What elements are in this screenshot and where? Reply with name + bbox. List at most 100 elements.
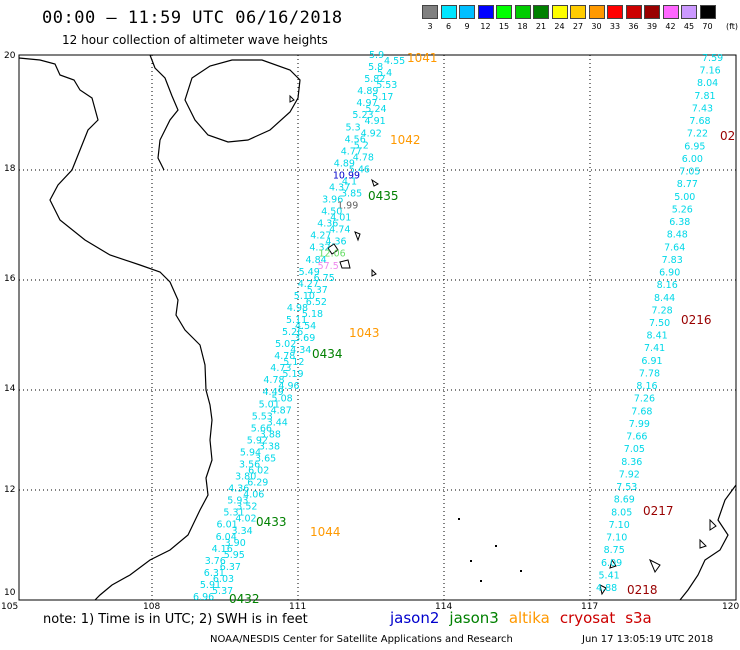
- swh-value: 6.01: [217, 520, 238, 531]
- swh-value: 5.31: [223, 508, 244, 519]
- swh-value: 6.04: [216, 532, 237, 543]
- swh-value: 3.52: [236, 502, 257, 513]
- pass-label: 1042: [390, 133, 421, 147]
- legend-swatch: [440, 5, 457, 19]
- swh-value: 5.53: [376, 80, 397, 91]
- swh-value: 4.73: [270, 363, 291, 374]
- pass-label: 0434: [312, 347, 343, 361]
- swh-value: 4.01: [330, 213, 351, 224]
- swh-value: 4.54: [295, 321, 316, 332]
- swh-value: 7.22: [687, 129, 708, 140]
- lat-tick: 20: [4, 51, 16, 61]
- legend-swatch: [570, 5, 586, 19]
- swh-value: 6.03: [213, 574, 234, 585]
- pass-label: 0435: [368, 189, 399, 203]
- swh-value: 6.09: [601, 558, 622, 569]
- legend-swatch: [625, 5, 642, 19]
- satellite-name-altika: altika: [508, 609, 550, 627]
- swh-value: 7.10: [609, 520, 630, 531]
- philippines-islands: [599, 518, 717, 596]
- swh-value: 7.26: [634, 394, 655, 405]
- altimeter-track-west: 5.94.555.85.45.825.534.895.174.975.245.2…: [193, 50, 405, 603]
- swh-value: 5.9: [369, 50, 384, 61]
- swh-value: 7.64: [664, 242, 685, 253]
- swh-value: 7.78: [639, 369, 660, 380]
- swh-value: 8.44: [654, 293, 675, 304]
- swh-value: 3.65: [255, 454, 276, 465]
- legend-swatch: [496, 5, 512, 19]
- swh-value: 8.77: [677, 179, 698, 190]
- swh-value: 4.77: [341, 146, 362, 157]
- swh-value: 8.16: [636, 381, 657, 392]
- swh-value: 4.1: [342, 177, 357, 188]
- swh-value: 4.78: [263, 375, 284, 386]
- lat-tick: 14: [4, 384, 16, 394]
- satellite-name-cryosat: cryosat: [559, 609, 616, 627]
- swh-value: 4.06: [243, 490, 264, 501]
- swh-value: 4.89: [334, 158, 355, 169]
- legend-swatch: [588, 5, 605, 19]
- swh-value: 5.10: [294, 291, 315, 302]
- swh-value: 3.90: [225, 538, 246, 549]
- swh-value: 5.02: [275, 339, 296, 350]
- swh-value: 7.83: [662, 255, 683, 266]
- legend-unit: (ft): [726, 22, 739, 31]
- swh-value: 5.3: [346, 122, 361, 133]
- swh-value: 4.78: [353, 152, 374, 163]
- swh-value: 5.23: [352, 110, 373, 121]
- pass-labels: 1041 1042 0435 1043 0434 0433 1044 0432 02 0216 02…: [229, 51, 735, 606]
- swh-value: 6.29: [247, 478, 268, 489]
- swh-value: 8.05: [611, 507, 632, 518]
- swh-value: 8.75: [604, 545, 625, 556]
- legend-swatch-label: 70: [702, 22, 713, 31]
- swh-value: 5.12: [283, 357, 304, 368]
- legend-swatch: [662, 5, 679, 19]
- swh-value: 5.01: [259, 399, 280, 410]
- legend-swatch-label: 27: [572, 22, 584, 31]
- swh-value: 5.8: [368, 62, 383, 73]
- swh-value: 8.04: [697, 78, 718, 89]
- swh-value: 4.97: [356, 98, 377, 109]
- swh-value: 5.92: [247, 435, 268, 446]
- swh-value: 5.26: [282, 327, 303, 338]
- swh-value: 7.50: [649, 318, 670, 329]
- swh-value: 3.69: [294, 333, 315, 344]
- legend-swatch-label: 42: [665, 22, 676, 31]
- swh-value: 4.91: [365, 116, 386, 127]
- swh-value: 3.96: [322, 195, 343, 206]
- swh-value: 5.08: [272, 393, 293, 404]
- legend-swatch-label: 18: [517, 22, 528, 31]
- swh-value: 7.28: [652, 305, 673, 316]
- legend-swatch: [681, 5, 697, 19]
- swh-value: 4.34: [290, 345, 311, 356]
- legend-swatch-label: 45: [683, 22, 695, 31]
- swh-value: 4.27: [310, 231, 331, 242]
- legend-swatch: [644, 5, 660, 19]
- pass-label: 0217: [643, 504, 674, 518]
- pass-label: 0216: [681, 313, 712, 327]
- swh-value: 6.91: [641, 356, 662, 367]
- swh-value: 5.66: [251, 423, 272, 434]
- lon-tick: 111: [289, 602, 307, 612]
- footer-note: note: 1) Time is in UTC; 2) SWH is in fe…: [43, 612, 308, 627]
- swh-value: 4.32: [309, 243, 330, 254]
- gridlines: [19, 55, 736, 600]
- swh-value: 5.17: [372, 92, 393, 103]
- legend-swatch: [514, 5, 531, 19]
- swh-value: 6.75: [314, 273, 335, 284]
- swh-value: 7.05: [624, 444, 645, 455]
- legend-swatch: [422, 5, 438, 19]
- map-subtitle: 12 hour collection of altimeter wave hei…: [62, 33, 328, 47]
- swh-value: 7.68: [689, 116, 710, 127]
- swh-value: 7.66: [626, 432, 647, 443]
- swh-value: 4.56: [345, 134, 366, 145]
- swh-value: 7.16: [700, 66, 721, 77]
- swh-value: 5.11: [286, 315, 307, 326]
- swh-value: 3.38: [259, 441, 280, 452]
- swh-value: 3.85: [341, 189, 362, 200]
- swh-value: 7.10: [606, 533, 627, 544]
- swh-value: 5.49: [299, 267, 320, 278]
- mainland-coastline: [18, 57, 213, 601]
- lon-tick: 117: [581, 602, 599, 612]
- swh-value: 5.82: [364, 74, 385, 85]
